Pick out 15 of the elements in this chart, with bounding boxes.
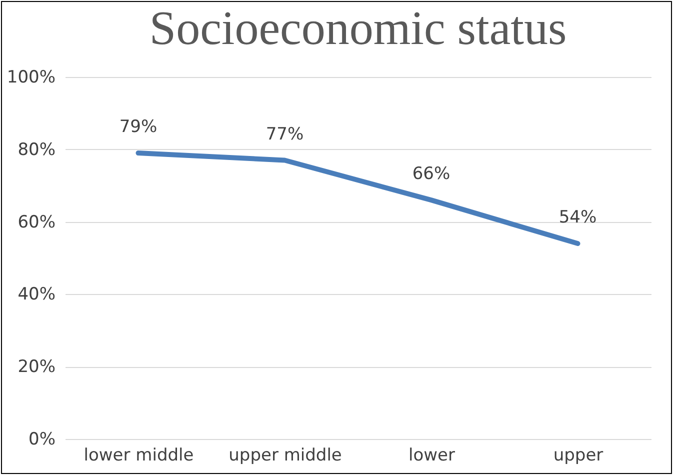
data-label: 79% [119, 117, 158, 138]
x-tick-label: lower [408, 446, 455, 466]
data-label: 77% [266, 124, 304, 144]
data-label: 54% [558, 208, 597, 228]
chart-title: Socioeconomic status [149, 2, 567, 55]
y-tick-label: 60% [18, 212, 56, 232]
x-tick-label: upper [553, 446, 604, 466]
y-tick-label: 80% [18, 140, 56, 160]
y-tick-label: 20% [18, 357, 56, 378]
data-label: 66% [412, 164, 450, 184]
x-tick-label: lower middle [84, 446, 194, 466]
x-tick-label: upper middle [228, 446, 342, 466]
y-tick-label: 0% [28, 430, 56, 450]
y-tick-label: 40% [18, 284, 56, 305]
y-tick-label: 100% [6, 68, 56, 88]
